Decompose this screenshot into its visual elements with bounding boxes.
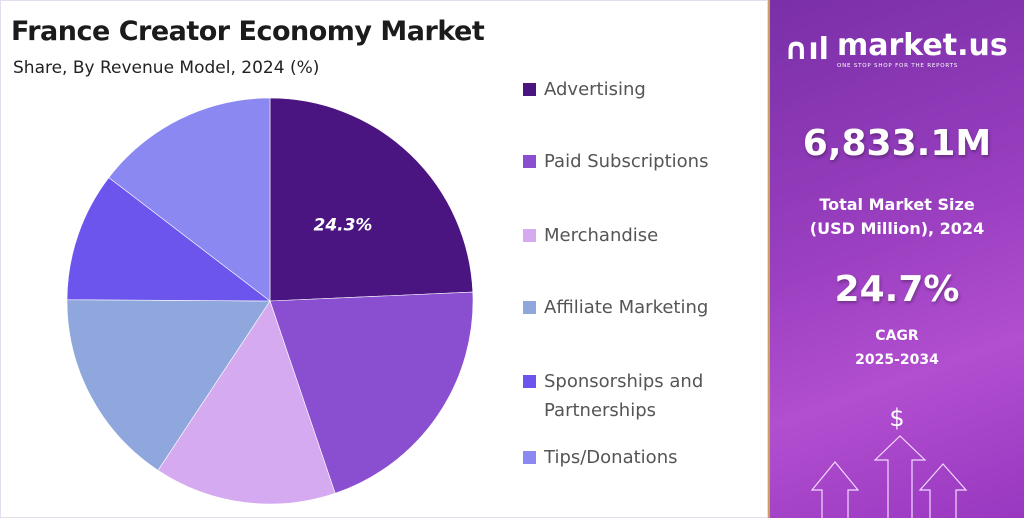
legend-item: Sponsorships and Partnerships xyxy=(523,367,703,425)
pie-slice-advertising xyxy=(269,97,474,302)
legend-label: Advertising xyxy=(544,79,646,100)
pie-slice-merchandise xyxy=(157,300,336,505)
cagr-period: 2025-2034 xyxy=(855,352,939,368)
legend-label: Affiliate Marketing xyxy=(544,297,709,318)
pie-slice-sponsorships-and-partnerships xyxy=(66,177,271,302)
market-us-logo: ∩ıl market.us ONE STOP SHOP FOR THE REPO… xyxy=(784,30,1008,70)
market-size-unit: (USD Million), 2024 xyxy=(809,219,985,238)
market-size-label: Total Market Size xyxy=(819,195,975,214)
legend-swatch xyxy=(523,155,536,168)
legend-swatch xyxy=(523,229,536,242)
legend-swatch xyxy=(523,301,536,314)
legend-item: Advertising xyxy=(523,75,646,104)
legend-item: Merchandise xyxy=(523,221,658,250)
pie-slice-tips-donations xyxy=(108,97,271,302)
legend-label: Sponsorships and Partnerships xyxy=(544,371,704,421)
legend-label: Tips/Donations xyxy=(544,447,678,468)
legend-swatch xyxy=(523,451,536,464)
legend-swatch xyxy=(523,83,536,96)
brand-tagline: ONE STOP SHOP FOR THE REPORTS xyxy=(836,63,959,69)
chart-title: France Creator Economy Market xyxy=(11,16,485,47)
legend-item: Paid Subscriptions xyxy=(523,147,708,176)
chart-area: France Creator Economy Market Share, By … xyxy=(0,0,768,518)
legend-item: Affiliate Marketing xyxy=(523,293,708,322)
pie-chart: 24.3% xyxy=(66,97,474,505)
cagr-label: CAGR xyxy=(875,328,919,344)
pie-slice-paid-subscriptions xyxy=(269,291,474,494)
legend-item: Tips/Donations xyxy=(523,443,677,472)
chart-subtitle: Share, By Revenue Model, 2024 (%) xyxy=(13,58,320,78)
market-size-value: 6,833.1M xyxy=(802,123,992,164)
cagr-value: 24.7% xyxy=(834,269,960,310)
growth-arrows-icon xyxy=(810,435,968,518)
summary-panel: ∩ıl market.us ONE STOP SHOP FOR THE REPO… xyxy=(768,0,1024,518)
data-label: 24.3% xyxy=(313,216,372,236)
logo-icon: ∩ıl xyxy=(784,32,829,67)
legend-swatch xyxy=(523,375,536,388)
dollar-icon: $ xyxy=(889,404,905,432)
brand-name: market.us xyxy=(836,28,1008,63)
legend-label: Paid Subscriptions xyxy=(544,151,709,172)
legend-label: Merchandise xyxy=(544,225,659,246)
pie-slice-affiliate-marketing xyxy=(66,299,271,471)
